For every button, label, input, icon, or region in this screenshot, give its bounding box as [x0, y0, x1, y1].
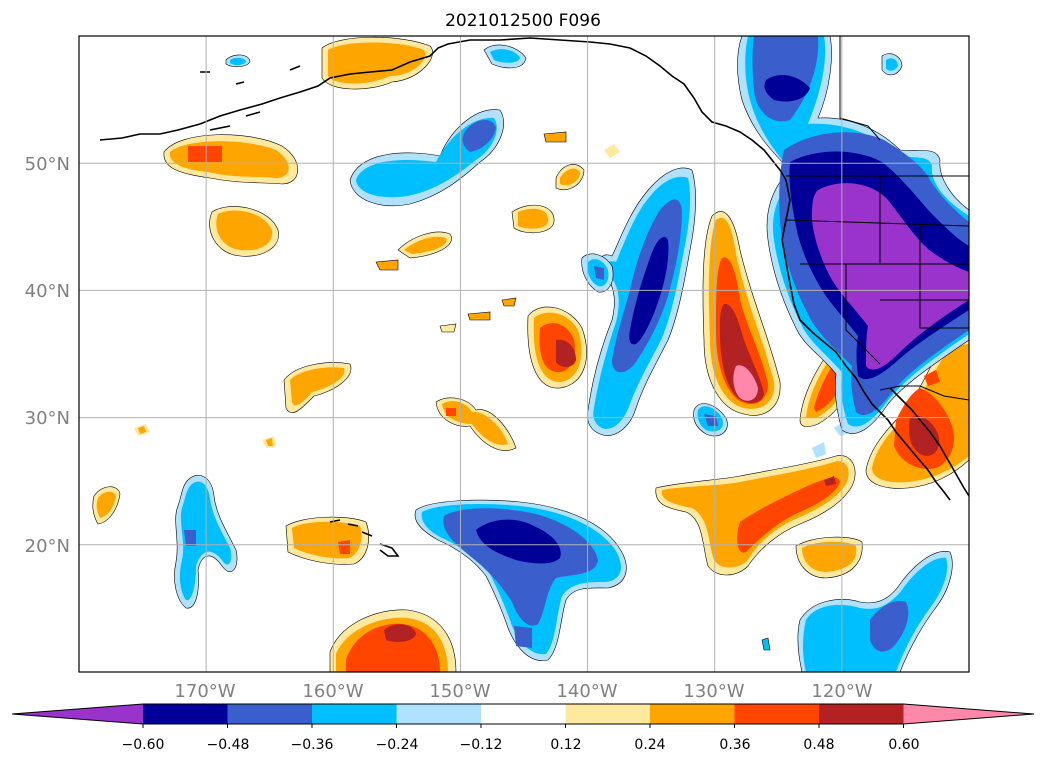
- contour-negative-se-blue: [870, 600, 909, 652]
- coastline-aleutians: [200, 65, 301, 131]
- lat-label-30n: 30°N: [25, 408, 70, 429]
- boundary-canada-alaska: [839, 36, 881, 141]
- contour-positive-p1-dark: [556, 339, 576, 368]
- contour-positive-ridge-pink: [733, 365, 758, 401]
- colorbar-label-7: 0.36: [719, 737, 750, 753]
- colorbar-label-0: −0.60: [122, 737, 165, 753]
- colorbar-label-3: −0.24: [376, 737, 419, 753]
- map-title: 2021012500 F096: [445, 11, 601, 31]
- coastline-baja: [879, 411, 951, 501]
- contour-positive-m1-core: [404, 236, 447, 254]
- map-frame: [78, 35, 970, 673]
- contour-negative-n7-core: [179, 481, 232, 601]
- lat-label-20n: 20°N: [25, 536, 70, 557]
- contour-positive-p3-red: [446, 408, 456, 416]
- boundary-us-mexico: [879, 385, 969, 401]
- colorbar-bin-6: [650, 704, 735, 724]
- contour-positive-p2-core: [290, 367, 345, 406]
- colorbar-bin-8: [819, 704, 904, 724]
- latitude-labels: 50°N 40°N 30°N 20°N: [25, 154, 70, 557]
- lon-label-160w: 160°W: [302, 681, 363, 702]
- coastlines: [99, 37, 969, 557]
- contour-positive-band2-core: [802, 541, 857, 572]
- contour-positive-p6-core: [96, 491, 116, 518]
- contour-positive-hawaii-red: [338, 540, 350, 554]
- contour-negative-big-navy: [476, 519, 561, 564]
- colorbar-bin-4: [481, 704, 566, 724]
- contour-negative-n7-blue: [184, 530, 196, 546]
- contour-positive-mexico-dark: [908, 415, 940, 456]
- colorbar-label-8: 0.48: [803, 737, 834, 753]
- contour-positive-m6: [604, 144, 620, 158]
- boundary-states: [785, 176, 969, 365]
- contour-positive-mexico-red2: [924, 370, 940, 386]
- coastline-west-us: [781, 179, 881, 413]
- colorbar-bin-5: [565, 704, 651, 724]
- contour-negative-n4-core: [356, 117, 497, 198]
- coastline-gulf: [889, 387, 969, 497]
- colorbar-label-6: 0.24: [634, 737, 665, 753]
- contour-negative-n2-core: [490, 49, 520, 63]
- contour-positive-south-dark: [384, 624, 416, 642]
- gridlines: [79, 36, 969, 672]
- colorbar-extend-low: [12, 704, 143, 724]
- coastline-hawaii: [329, 519, 400, 557]
- colorbar: [11, 703, 1035, 728]
- colorbar-bin-1: [227, 704, 313, 724]
- longitude-labels: 170°W 160°W 150°W 140°W 130°W 120°W: [174, 681, 872, 702]
- boundaries: [785, 36, 969, 401]
- contour-negative-na-purple: [812, 183, 969, 370]
- colorbar-bin-0: [143, 704, 228, 724]
- lat-label-50n: 50°N: [25, 154, 70, 175]
- contour-positive-m8: [501, 297, 517, 307]
- colorbar-label-5: 0.12: [550, 737, 581, 753]
- coastline-alaska: [99, 37, 787, 181]
- contour-positive-p3-core: [442, 401, 508, 445]
- lon-label-130w: 130°W: [683, 681, 744, 702]
- colorbar-label-4: −0.12: [460, 737, 503, 753]
- colorbar-bin-7: [734, 704, 820, 724]
- colorbar-extend-high: [903, 704, 1034, 724]
- contour-positive-p5-core: [266, 438, 273, 446]
- contour-negative-n8: [812, 442, 826, 458]
- contour-negative-se2: [761, 637, 771, 651]
- contour-positive-m9: [439, 323, 457, 333]
- contour-negative-big-blue2: [514, 626, 532, 648]
- contour-positive-p4-core: [138, 426, 146, 434]
- colorbar-bin-2: [312, 704, 397, 724]
- contour-negative-n4-blue: [462, 120, 496, 152]
- contour-positive-w2-core: [216, 210, 273, 251]
- contour-positive-m3-core: [518, 208, 549, 229]
- map-panel: [78, 35, 970, 673]
- contour-positive-m2: [375, 259, 399, 271]
- colorbar-bin-3: [396, 704, 482, 724]
- lat-label-40n: 40°N: [25, 281, 70, 302]
- colorbar-label-1: −0.48: [207, 737, 250, 753]
- contour-positive-m5: [543, 131, 567, 143]
- contour-positive-w1-red: [188, 146, 222, 162]
- contour-negative-n3-core: [886, 58, 898, 71]
- lon-label-170w: 170°W: [174, 681, 235, 702]
- colorbar-label-9: 0.60: [888, 737, 919, 753]
- contour-positive-band-red: [737, 477, 840, 553]
- lon-label-140w: 140°W: [556, 681, 617, 702]
- lon-label-150w: 150°W: [429, 681, 490, 702]
- contour-negative-n5-blue: [594, 266, 604, 280]
- contour-negative-n1-core: [230, 57, 246, 66]
- colorbar-label-2: −0.36: [291, 737, 334, 753]
- lon-label-120w: 120°W: [811, 681, 872, 702]
- contour-positive-m7: [467, 311, 491, 321]
- contour-positive-band-dark: [824, 476, 836, 486]
- contour-positive-south-red: [346, 623, 440, 672]
- colorbar-labels: −0.60 −0.48 −0.36 −0.24 −0.12 0.12 0.24 …: [122, 737, 920, 753]
- contour-positive-m4-core: [560, 168, 580, 186]
